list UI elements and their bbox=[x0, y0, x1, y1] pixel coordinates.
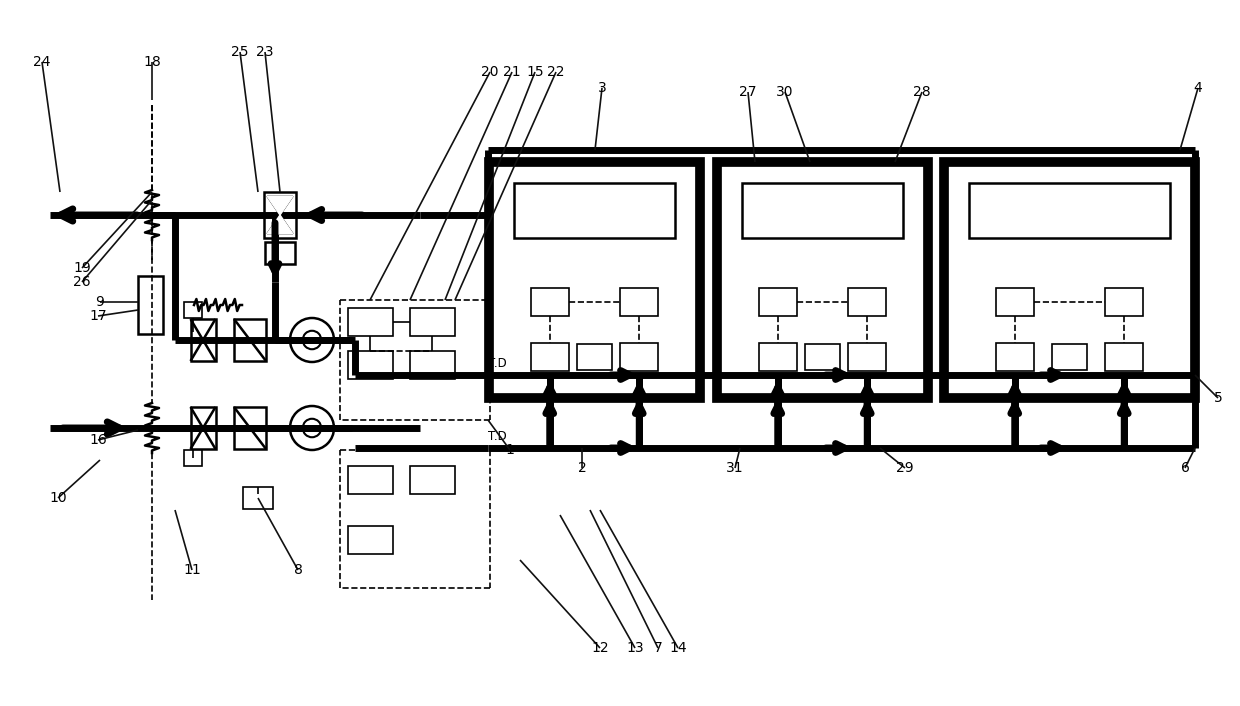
Polygon shape bbox=[267, 196, 293, 215]
Bar bbox=[347, 308, 393, 336]
Text: 26: 26 bbox=[73, 275, 91, 289]
Bar bbox=[234, 407, 267, 449]
Text: T.D: T.D bbox=[489, 430, 507, 443]
Bar bbox=[996, 288, 1034, 316]
Bar bbox=[265, 242, 295, 264]
Bar bbox=[515, 182, 675, 237]
Text: 14: 14 bbox=[670, 641, 687, 655]
Text: 24: 24 bbox=[33, 55, 51, 69]
Bar bbox=[138, 276, 162, 334]
Text: 25: 25 bbox=[231, 45, 249, 59]
Text: 4: 4 bbox=[1194, 81, 1203, 95]
Bar bbox=[184, 302, 202, 318]
Bar bbox=[1105, 343, 1143, 371]
Bar bbox=[409, 308, 455, 336]
Text: 5: 5 bbox=[1214, 391, 1223, 405]
Bar bbox=[184, 450, 202, 466]
Bar bbox=[620, 343, 658, 371]
Text: 16: 16 bbox=[89, 433, 107, 447]
Text: 7: 7 bbox=[653, 641, 662, 655]
Bar bbox=[264, 192, 296, 238]
Bar bbox=[848, 343, 887, 371]
Bar bbox=[1052, 344, 1087, 370]
Text: 11: 11 bbox=[184, 563, 201, 577]
Bar bbox=[968, 182, 1171, 237]
Text: 27: 27 bbox=[739, 85, 756, 99]
Bar bbox=[409, 466, 455, 494]
Bar bbox=[944, 162, 1195, 398]
Text: 20: 20 bbox=[481, 65, 498, 79]
Bar bbox=[759, 343, 797, 371]
Bar bbox=[191, 319, 216, 361]
Bar bbox=[489, 162, 701, 398]
Bar bbox=[531, 343, 569, 371]
Bar bbox=[577, 344, 613, 370]
Bar bbox=[759, 288, 797, 316]
Bar bbox=[531, 288, 569, 316]
Bar bbox=[805, 344, 839, 370]
Text: 28: 28 bbox=[913, 85, 931, 99]
Bar bbox=[620, 288, 658, 316]
Text: 2: 2 bbox=[578, 461, 587, 475]
Text: 22: 22 bbox=[547, 65, 564, 79]
Bar bbox=[409, 351, 455, 379]
Bar bbox=[848, 288, 887, 316]
Text: 6: 6 bbox=[1180, 461, 1189, 475]
Bar bbox=[243, 487, 273, 509]
Text: 10: 10 bbox=[50, 491, 67, 505]
Bar bbox=[347, 526, 393, 554]
Bar bbox=[191, 407, 216, 449]
Bar bbox=[717, 162, 928, 398]
Text: 18: 18 bbox=[143, 55, 161, 69]
Bar bbox=[347, 351, 393, 379]
Text: 13: 13 bbox=[626, 641, 644, 655]
Text: 23: 23 bbox=[257, 45, 274, 59]
Text: T.D: T.D bbox=[489, 357, 507, 370]
Bar bbox=[996, 343, 1034, 371]
Text: 19: 19 bbox=[73, 261, 91, 275]
Text: 3: 3 bbox=[598, 81, 606, 95]
Bar bbox=[1105, 288, 1143, 316]
Bar bbox=[234, 319, 267, 361]
Text: 21: 21 bbox=[503, 65, 521, 79]
Polygon shape bbox=[267, 215, 293, 234]
Text: 15: 15 bbox=[526, 65, 544, 79]
Text: 31: 31 bbox=[727, 461, 744, 475]
Text: 30: 30 bbox=[776, 85, 794, 99]
Text: 17: 17 bbox=[89, 309, 107, 323]
Text: 29: 29 bbox=[897, 461, 914, 475]
Text: 8: 8 bbox=[294, 563, 303, 577]
Bar bbox=[347, 466, 393, 494]
Text: 12: 12 bbox=[591, 641, 609, 655]
Bar bbox=[742, 182, 903, 237]
Text: 1: 1 bbox=[506, 443, 515, 457]
Text: 9: 9 bbox=[95, 295, 104, 309]
